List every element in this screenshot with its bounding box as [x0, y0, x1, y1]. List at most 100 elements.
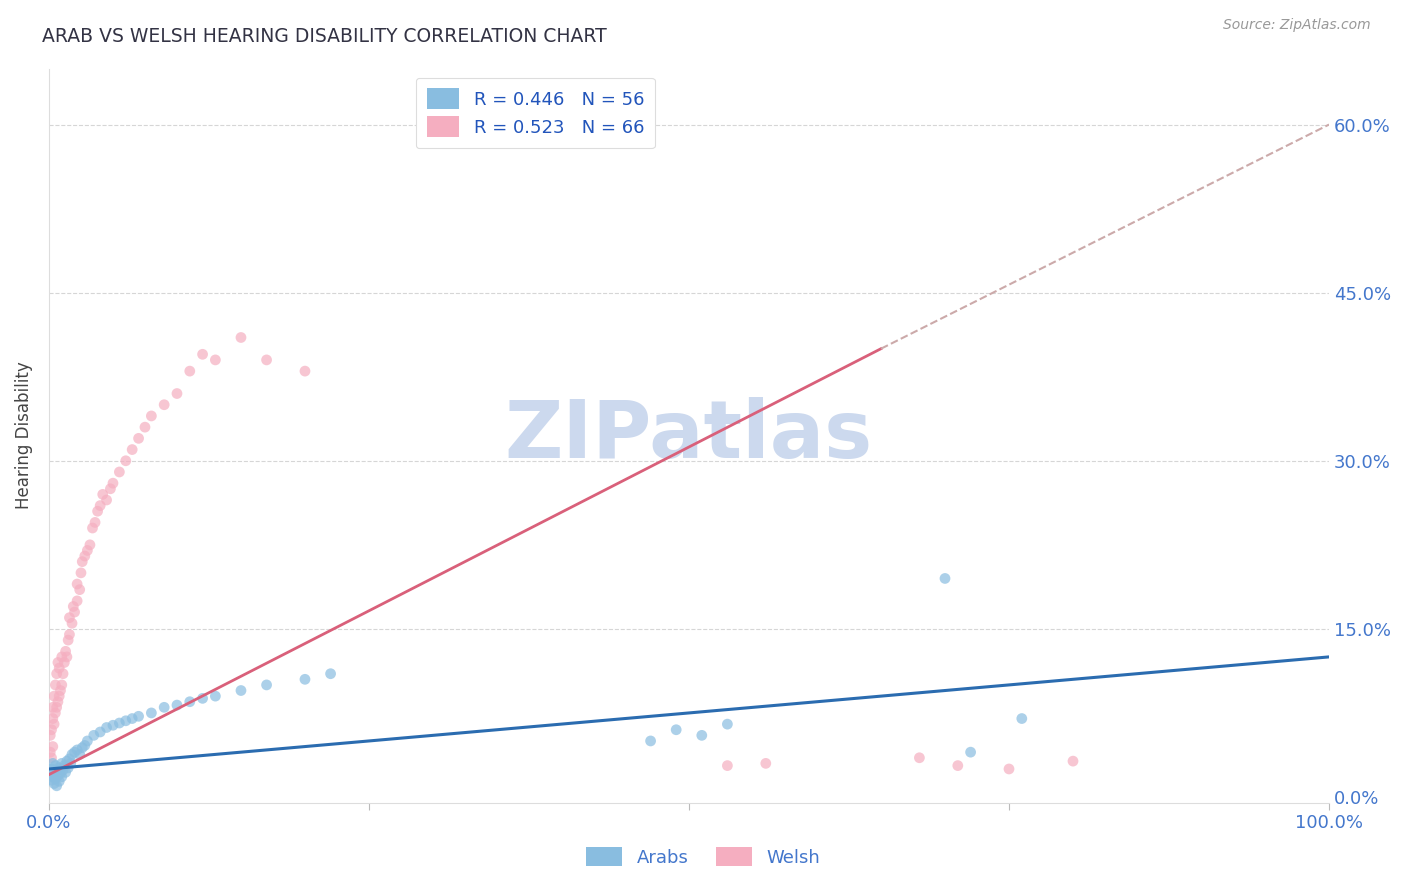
Point [45, 700, 67, 714]
Point [44, 706, 66, 720]
Point [204, 352, 226, 367]
Point [44, 772, 66, 786]
Point [55, 765, 77, 780]
Point [51, 678, 73, 692]
Point [41, 762, 63, 776]
Point [63, 605, 86, 619]
Point [52, 763, 75, 777]
Point [53, 758, 76, 772]
Y-axis label: Hearing Disability: Hearing Disability [15, 361, 32, 509]
Point [66, 594, 89, 608]
Point [229, 683, 252, 698]
Legend: R = 0.446   N = 56, R = 0.523   N = 66: R = 0.446 N = 56, R = 0.523 N = 66 [416, 78, 655, 148]
Point [101, 476, 124, 491]
Point [946, 758, 969, 772]
Point [58, 610, 80, 624]
Point [69, 582, 91, 597]
Point [153, 398, 176, 412]
Point [204, 689, 226, 703]
Point [46, 769, 69, 783]
Point [66, 743, 89, 757]
Point [96, 721, 118, 735]
Point [42, 712, 65, 726]
Point [114, 454, 136, 468]
Point [294, 673, 316, 687]
Point [60, 747, 83, 762]
Point [59, 756, 82, 771]
Point [294, 364, 316, 378]
Point [60, 616, 83, 631]
Point [48, 689, 70, 703]
Text: Source: ZipAtlas.com: Source: ZipAtlas.com [1223, 18, 1371, 32]
Point [82, 521, 104, 535]
Point [166, 698, 188, 712]
Point [41, 751, 63, 765]
Point [89, 725, 111, 739]
Point [41, 773, 63, 788]
Point [1011, 712, 1033, 726]
Point [42, 700, 65, 714]
Point [56, 649, 79, 664]
Point [959, 745, 981, 759]
Point [256, 678, 278, 692]
Point [49, 683, 72, 698]
Point [179, 364, 201, 378]
Point [108, 716, 131, 731]
Point [39, 728, 62, 742]
Point [690, 728, 713, 742]
Point [51, 770, 73, 784]
Legend: Arabs, Welsh: Arabs, Welsh [579, 840, 827, 874]
Point [934, 571, 956, 585]
Point [49, 766, 72, 780]
Point [76, 734, 98, 748]
Point [108, 465, 131, 479]
Text: ARAB VS WELSH HEARING DISABILITY CORRELATION CHART: ARAB VS WELSH HEARING DISABILITY CORRELA… [42, 27, 607, 45]
Point [716, 758, 738, 772]
Point [46, 656, 69, 670]
Point [83, 728, 105, 742]
Point [191, 347, 214, 361]
Point [134, 420, 156, 434]
Point [166, 386, 188, 401]
Point [46, 695, 69, 709]
Point [229, 330, 252, 344]
Point [998, 762, 1021, 776]
Point [53, 656, 76, 670]
Point [42, 776, 65, 790]
Point [66, 577, 89, 591]
Point [319, 666, 342, 681]
Point [76, 543, 98, 558]
Point [42, 689, 65, 703]
Point [72, 740, 94, 755]
Point [73, 549, 96, 563]
Point [100, 482, 122, 496]
Point [58, 752, 80, 766]
Point [55, 644, 77, 658]
Point [48, 774, 70, 789]
Point [39, 767, 62, 781]
Point [44, 758, 66, 772]
Point [56, 761, 79, 775]
Point [128, 431, 150, 445]
Point [42, 756, 65, 771]
Point [179, 695, 201, 709]
Point [79, 538, 101, 552]
Point [48, 661, 70, 675]
Point [716, 717, 738, 731]
Point [141, 409, 163, 423]
Point [72, 555, 94, 569]
Point [69, 747, 91, 762]
Text: ZIPatlas: ZIPatlas [505, 397, 873, 475]
Point [89, 499, 111, 513]
Point [128, 709, 150, 723]
Point [41, 723, 63, 737]
Point [256, 352, 278, 367]
Point [45, 763, 67, 777]
Point [45, 666, 67, 681]
Point [45, 779, 67, 793]
Point [48, 761, 70, 775]
Point [1062, 754, 1084, 768]
Point [640, 734, 662, 748]
Point [42, 765, 65, 780]
Point [42, 717, 65, 731]
